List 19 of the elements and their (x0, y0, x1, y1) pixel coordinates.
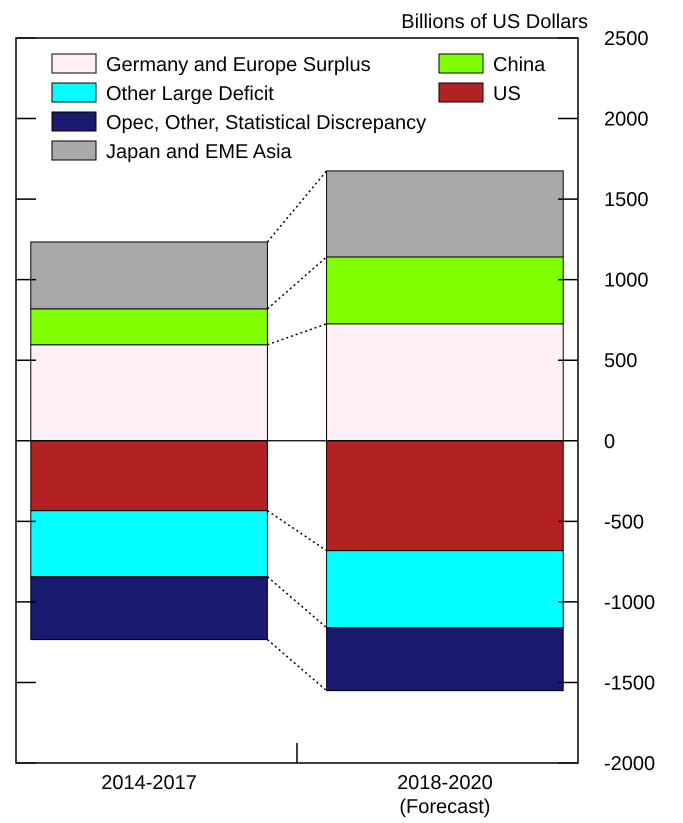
y-tick-label: 500 (604, 350, 638, 372)
y-tick-label: -2000 (604, 753, 656, 775)
y-tick-label: 2500 (604, 28, 648, 50)
legend-label: China (493, 54, 546, 76)
legend-label: US (493, 83, 521, 105)
y-tick-label: -500 (604, 511, 644, 534)
legend-label: Germany and Europe Surplus (106, 54, 371, 76)
legend-label: Opec, Other, Statistical Discrepancy (106, 112, 426, 134)
y-tick-label: 1000 (604, 270, 648, 292)
legend-label: Japan and EME Asia (106, 141, 293, 163)
y-tick-label: 1500 (604, 189, 648, 212)
legend-label: Other Large Deficit (106, 83, 274, 105)
y-tick-label: -1000 (604, 592, 656, 614)
y-axis-title: Billions of US Dollars (401, 11, 588, 33)
y-tick-label: -1500 (604, 672, 656, 694)
x-tick-label: 2014-2017 (101, 772, 197, 794)
y-tick-label: 2000 (604, 108, 648, 131)
x-tick-label: 2018-2020 (Forecast) (397, 772, 493, 818)
y-tick-label: 0 (604, 430, 616, 453)
